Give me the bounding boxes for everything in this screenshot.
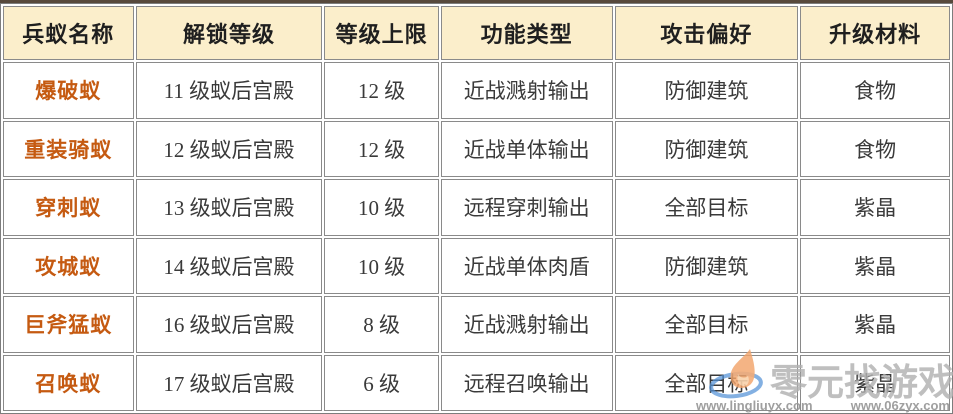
cell-ant-name: 巨斧猛蚁 bbox=[3, 296, 134, 353]
cell-unlock-level: 12 级蚁后宫殿 bbox=[135, 120, 323, 177]
cell-function-type: 近战溅射输出 bbox=[440, 62, 613, 119]
cell-unlock-level: 14 级蚁后宫殿 bbox=[135, 237, 323, 294]
cell-unlock-level: 17 级蚁后宫殿 bbox=[135, 354, 323, 411]
table-row: 攻城蚁 14 级蚁后宫殿 10 级 近战单体肉盾 防御建筑 紫晶 bbox=[3, 237, 950, 294]
cell-unlock-level: 16 级蚁后宫殿 bbox=[135, 296, 323, 353]
cell-ant-name: 召唤蚁 bbox=[3, 354, 134, 411]
column-header-upgrade-material: 升级材料 bbox=[800, 6, 950, 60]
cell-level-cap: 8 级 bbox=[324, 296, 439, 353]
cell-ant-name: 爆破蚁 bbox=[3, 62, 134, 119]
cell-level-cap: 6 级 bbox=[324, 354, 439, 411]
table-row: 巨斧猛蚁 16 级蚁后宫殿 8 级 近战溅射输出 全部目标 紫晶 bbox=[3, 296, 950, 353]
cell-upgrade-material: 食物 bbox=[800, 62, 950, 119]
table-row: 穿刺蚁 13 级蚁后宫殿 10 级 远程穿刺输出 全部目标 紫晶 bbox=[3, 179, 950, 236]
cell-unlock-level: 13 级蚁后宫殿 bbox=[135, 179, 323, 236]
column-header-function-type: 功能类型 bbox=[440, 6, 613, 60]
cell-level-cap: 10 级 bbox=[324, 237, 439, 294]
cell-ant-name: 重装骑蚁 bbox=[3, 120, 134, 177]
soldier-ant-stats-table: 兵蚁名称 解锁等级 等级上限 功能类型 攻击偏好 升级材料 爆破蚁 11 级蚁后… bbox=[0, 3, 953, 414]
cell-upgrade-material: 紫晶 bbox=[800, 237, 950, 294]
column-header-ant-name: 兵蚁名称 bbox=[3, 6, 134, 60]
cell-upgrade-material: 紫晶 bbox=[800, 296, 950, 353]
cell-unlock-level: 11 级蚁后宫殿 bbox=[135, 62, 323, 119]
cell-function-type: 远程召唤输出 bbox=[440, 354, 613, 411]
cell-function-type: 近战单体输出 bbox=[440, 120, 613, 177]
cell-attack-pref: 全部目标 bbox=[614, 354, 799, 411]
column-header-level-cap: 等级上限 bbox=[324, 6, 439, 60]
cell-level-cap: 12 级 bbox=[324, 120, 439, 177]
cell-function-type: 近战溅射输出 bbox=[440, 296, 613, 353]
table-row: 爆破蚁 11 级蚁后宫殿 12 级 近战溅射输出 防御建筑 食物 bbox=[3, 62, 950, 119]
cell-function-type: 近战单体肉盾 bbox=[440, 237, 613, 294]
cell-ant-name: 穿刺蚁 bbox=[3, 179, 134, 236]
cell-attack-pref: 防御建筑 bbox=[614, 62, 799, 119]
cell-attack-pref: 全部目标 bbox=[614, 296, 799, 353]
cell-attack-pref: 全部目标 bbox=[614, 179, 799, 236]
cell-function-type: 远程穿刺输出 bbox=[440, 179, 613, 236]
column-header-attack-pref: 攻击偏好 bbox=[614, 6, 799, 60]
cell-upgrade-material: 食物 bbox=[800, 120, 950, 177]
cell-attack-pref: 防御建筑 bbox=[614, 237, 799, 294]
table-row: 召唤蚁 17 级蚁后宫殿 6 级 远程召唤输出 全部目标 紫晶 bbox=[3, 354, 950, 411]
cell-upgrade-material: 紫晶 bbox=[800, 179, 950, 236]
cell-level-cap: 12 级 bbox=[324, 62, 439, 119]
header-row: 兵蚁名称 解锁等级 等级上限 功能类型 攻击偏好 升级材料 bbox=[3, 6, 950, 60]
table-row: 重装骑蚁 12 级蚁后宫殿 12 级 近战单体输出 防御建筑 食物 bbox=[3, 120, 950, 177]
cell-attack-pref: 防御建筑 bbox=[614, 120, 799, 177]
cell-upgrade-material: 紫晶 bbox=[800, 354, 950, 411]
column-header-unlock-level: 解锁等级 bbox=[135, 6, 323, 60]
cell-ant-name: 攻城蚁 bbox=[3, 237, 134, 294]
cell-level-cap: 10 级 bbox=[324, 179, 439, 236]
